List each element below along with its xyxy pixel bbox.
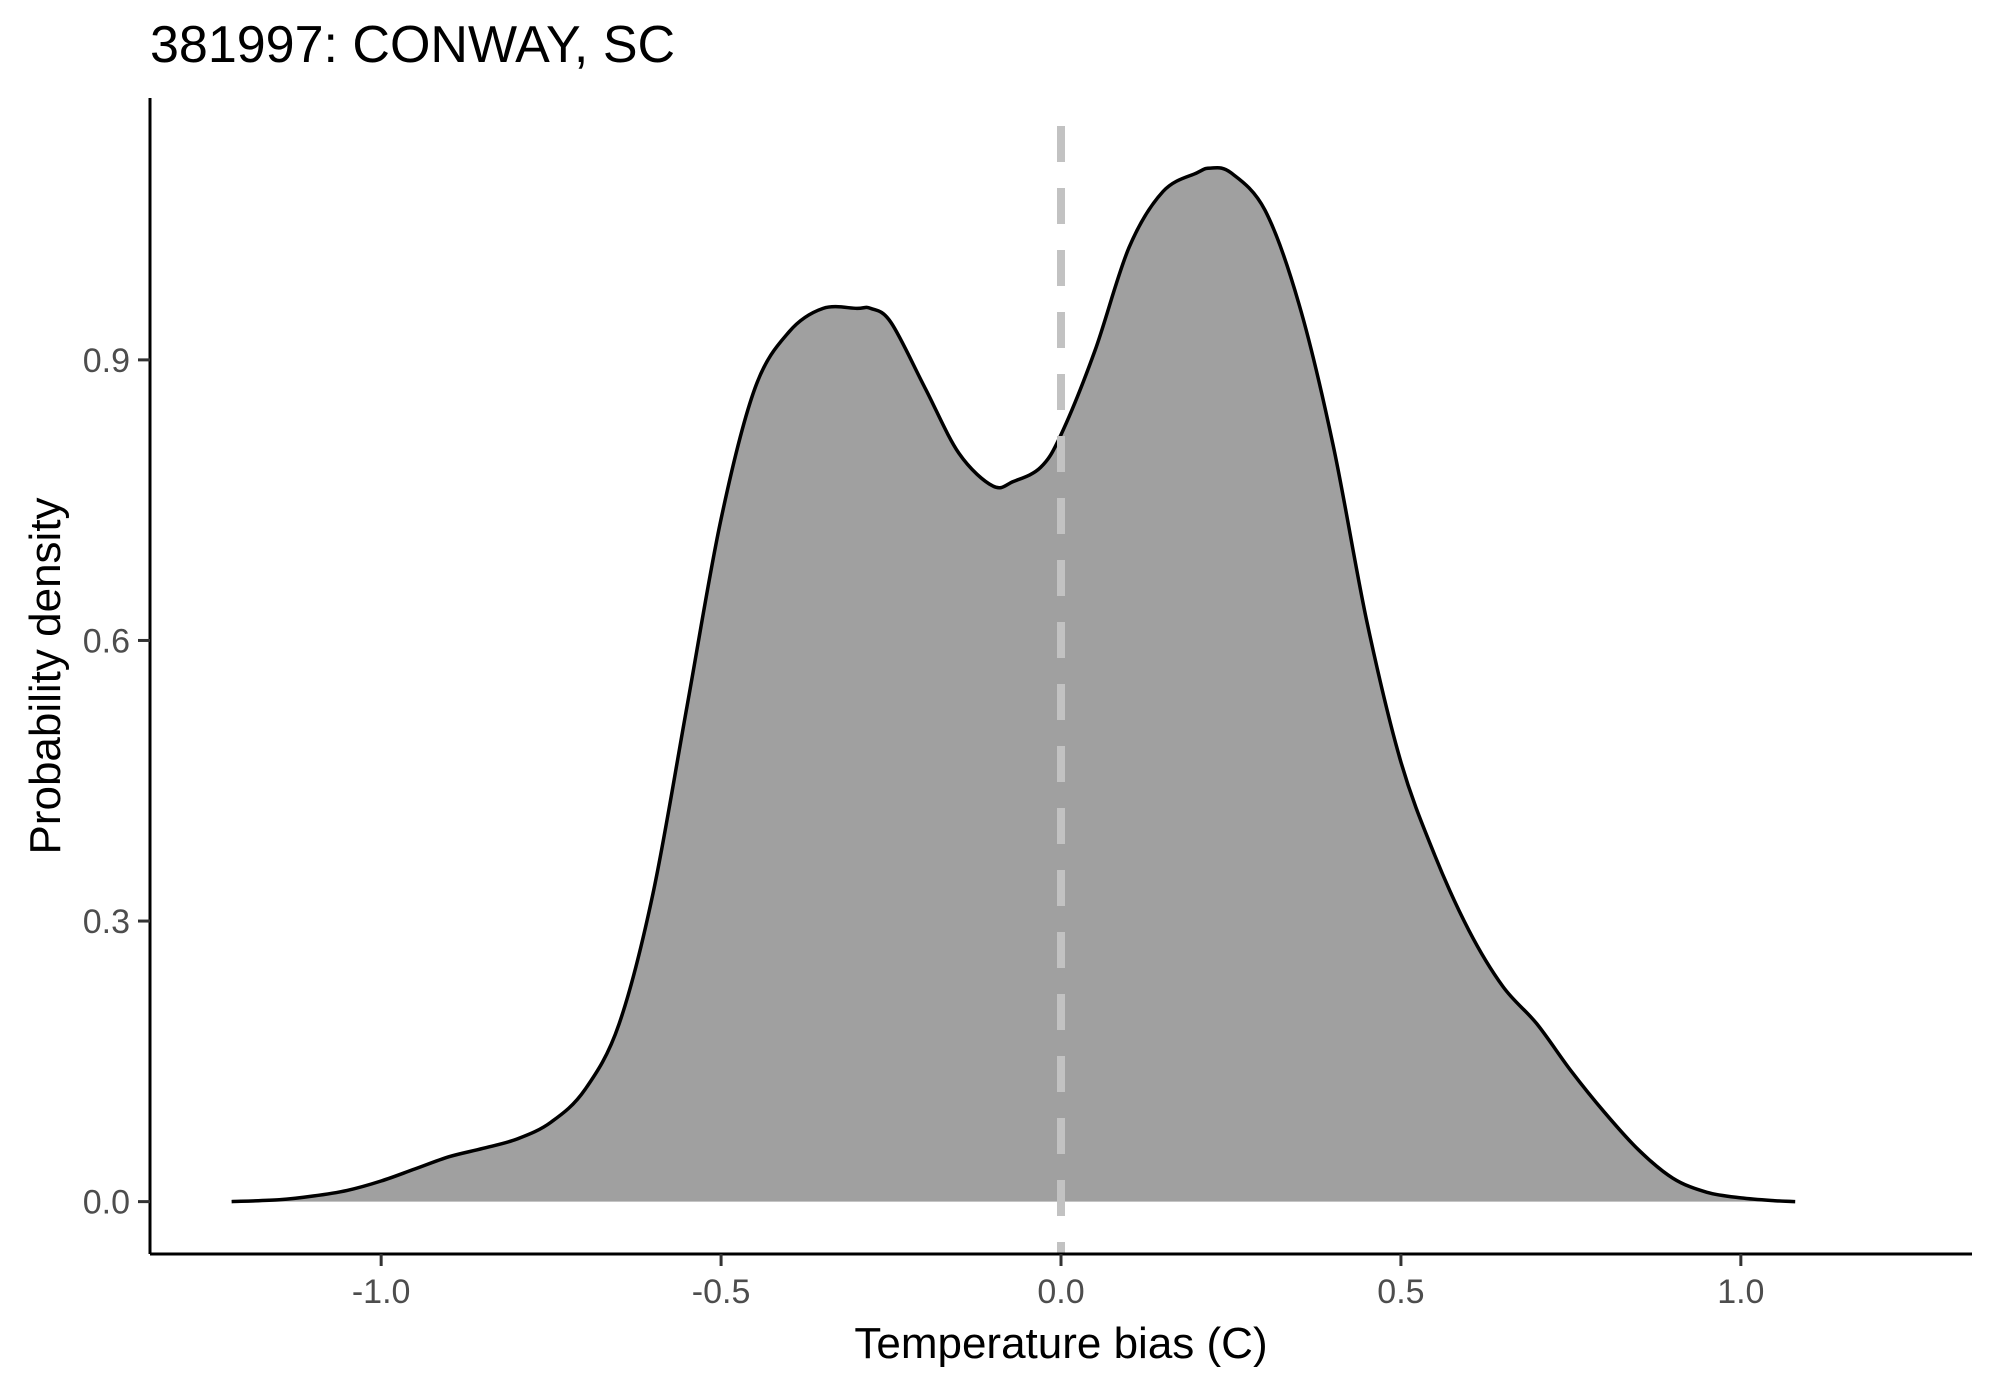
y-axis-ticks: 0.0 0.3 0.6 0.9 (83, 342, 150, 1222)
x-axis-ticks: -1.0 -0.5 0.0 0.5 1.0 (352, 1254, 1764, 1311)
x-tick-label: 1.0 (1717, 1273, 1764, 1311)
density-curve (231, 165, 1796, 1204)
y-tick-label: 0.6 (83, 622, 130, 660)
plot-area (231, 126, 1796, 1254)
y-tick-label: 0.9 (83, 342, 130, 380)
y-tick-label: 0.3 (83, 903, 130, 941)
chart-title: 381997: CONWAY, SC (150, 16, 675, 74)
x-axis-title: Temperature bias (C) (854, 1319, 1267, 1368)
x-tick-label: 0.0 (1037, 1273, 1084, 1311)
x-tick-label: 0.5 (1377, 1273, 1424, 1311)
x-tick-label: -1.0 (352, 1273, 411, 1311)
y-axis-title: Probability density (21, 497, 70, 854)
density-area (231, 167, 1796, 1202)
y-tick-label: 0.0 (83, 1184, 130, 1222)
x-tick-label: -0.5 (692, 1273, 751, 1311)
